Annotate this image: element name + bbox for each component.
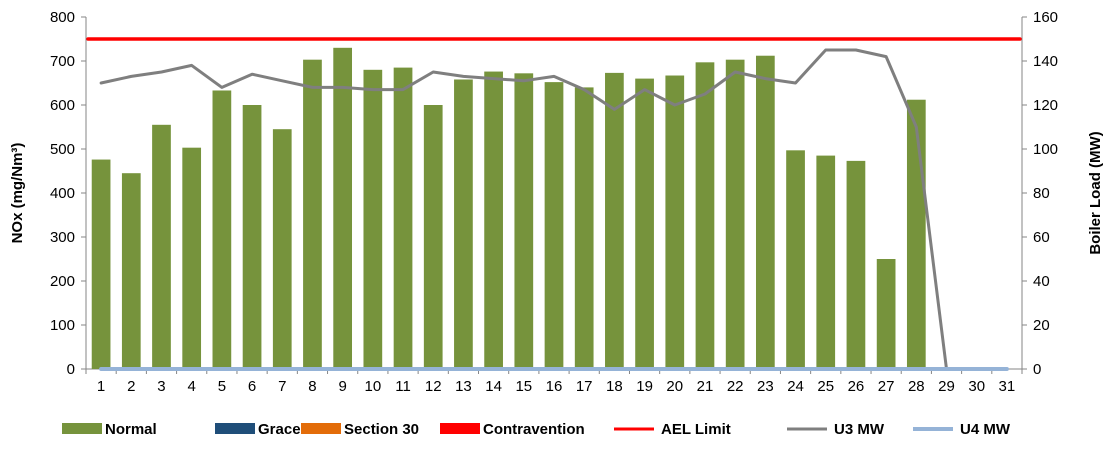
bar-normal xyxy=(303,59,322,370)
x-tick-label: 9 xyxy=(338,378,346,395)
bar-normal xyxy=(363,69,383,370)
bar-normal xyxy=(121,173,141,369)
y-tick-label: 200 xyxy=(50,273,75,290)
bar-normal xyxy=(182,147,202,369)
bar-normal xyxy=(665,75,685,370)
bar-normal xyxy=(393,67,413,369)
bar-normal xyxy=(242,105,262,369)
legend-swatch-grace xyxy=(215,423,255,434)
legend-label-grace: Grace xyxy=(258,421,301,438)
x-tick-label: 20 xyxy=(666,378,683,395)
legend-label-section-30: Section 30 xyxy=(344,421,419,438)
bar-normal xyxy=(906,99,926,369)
x-tick-label: 2 xyxy=(127,378,135,395)
y2-tick-label: 60 xyxy=(1033,229,1050,246)
y-tick-label: 700 xyxy=(50,53,75,70)
y2-tick-label: 80 xyxy=(1033,185,1050,202)
bar-normal xyxy=(212,90,232,369)
y-tick-label: 100 xyxy=(50,317,75,334)
legend-label-contravention: Contravention xyxy=(483,421,585,438)
x-tick-label: 15 xyxy=(515,378,532,395)
legend-swatch-section-30 xyxy=(301,423,341,434)
y-tick-label: 0 xyxy=(67,361,75,378)
y2-tick-label: 0 xyxy=(1033,361,1041,378)
bar-normal xyxy=(846,160,866,369)
bar-normal xyxy=(272,129,292,369)
x-tick-label: 1 xyxy=(97,378,105,395)
x-tick-label: 25 xyxy=(817,378,834,395)
x-tick-label: 29 xyxy=(938,378,955,395)
x-tick-label: 28 xyxy=(908,378,925,395)
x-tick-label: 30 xyxy=(968,378,985,395)
x-tick-label: 11 xyxy=(395,378,411,395)
lines-group xyxy=(86,37,1022,371)
bar-normal xyxy=(574,87,594,370)
y2-tick-label: 20 xyxy=(1033,317,1050,334)
y2-tick-label: 120 xyxy=(1033,97,1058,114)
x-tick-label: 8 xyxy=(308,378,316,395)
bar-normal xyxy=(514,73,534,369)
bar-normal xyxy=(333,47,353,370)
y-tick-label: 300 xyxy=(50,229,75,246)
x-tick-label: 3 xyxy=(157,378,165,395)
x-tick-label: 10 xyxy=(364,378,381,395)
line-u3-mw xyxy=(99,48,1009,371)
y-tick-label: 400 xyxy=(50,185,75,202)
x-tick-label: 7 xyxy=(278,378,286,395)
x-tick-label: 17 xyxy=(576,378,593,395)
bar-normal xyxy=(876,259,896,369)
bar-normal xyxy=(605,72,624,369)
y-axis-title: NOx (mg/Nm³) xyxy=(9,143,26,244)
x-tick-label: 22 xyxy=(727,378,744,395)
y-tick-label: 500 xyxy=(50,141,75,158)
bar-normal xyxy=(544,82,564,370)
legend: Normal Grace Section 30 Contravention AEL Li… xyxy=(62,421,1011,438)
x-tick-label: 6 xyxy=(248,378,256,395)
bar-normal xyxy=(152,124,171,369)
x-tick-label: 26 xyxy=(848,378,865,395)
x-tick-label: 14 xyxy=(485,378,502,395)
legend-label-ael-limit: AEL Limit xyxy=(661,421,731,438)
x-tick-label: 13 xyxy=(455,378,472,395)
y2-tick-label: 100 xyxy=(1033,141,1058,158)
tick-labels-group: 0100200300400500600700800020406080100120… xyxy=(50,9,1058,395)
x-tick-label: 19 xyxy=(636,378,653,395)
bar-normal xyxy=(695,62,715,369)
x-tick-label: 16 xyxy=(546,378,563,395)
bar-normal xyxy=(786,150,805,369)
x-tick-label: 21 xyxy=(697,378,714,395)
y2-tick-label: 140 xyxy=(1033,53,1058,70)
x-tick-label: 18 xyxy=(606,378,623,395)
legend-swatch-normal xyxy=(62,423,102,434)
bar-normal xyxy=(484,71,503,369)
bar-normal xyxy=(423,105,443,369)
bar-normal xyxy=(816,155,836,369)
bar-normal xyxy=(755,55,775,369)
y2-axis-title: Boiler Load (MW) xyxy=(1087,131,1104,254)
y2-tick-label: 40 xyxy=(1033,273,1050,290)
x-tick-label: 24 xyxy=(787,378,804,395)
x-tick-label: 5 xyxy=(218,378,226,395)
bar-normal xyxy=(91,159,111,369)
bars-group xyxy=(91,47,926,370)
y-tick-label: 600 xyxy=(50,97,75,114)
y2-tick-label: 160 xyxy=(1033,9,1058,26)
legend-label-u4-mw: U4 MW xyxy=(960,421,1011,438)
y-tick-label: 800 xyxy=(50,9,75,26)
x-tick-label: 27 xyxy=(878,378,895,395)
x-tick-label: 23 xyxy=(757,378,774,395)
x-tick-label: 4 xyxy=(188,378,196,395)
legend-swatch-contravention xyxy=(440,423,480,434)
legend-label-u3-mw: U3 MW xyxy=(834,421,885,438)
bar-normal xyxy=(635,78,654,369)
bar-normal xyxy=(454,79,473,369)
bar-normal xyxy=(725,59,745,370)
x-tick-label: 12 xyxy=(425,378,442,395)
x-tick-label: 31 xyxy=(999,378,1016,395)
legend-label-normal: Normal xyxy=(105,421,157,438)
